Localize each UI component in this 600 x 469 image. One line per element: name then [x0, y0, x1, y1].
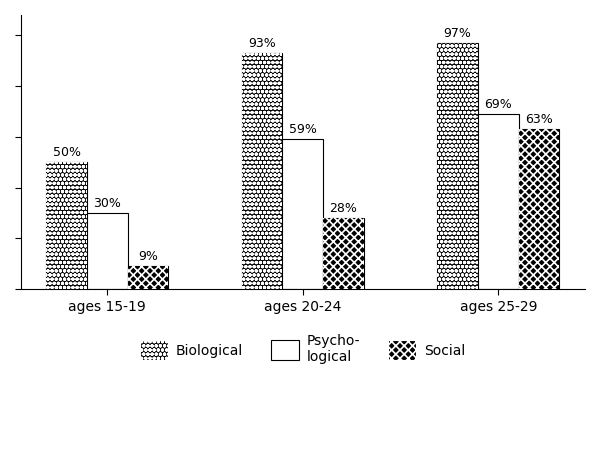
Text: 28%: 28%	[329, 202, 358, 215]
Bar	[323, 218, 364, 289]
Bar	[128, 266, 169, 289]
Bar	[128, 266, 169, 289]
Bar	[437, 43, 478, 289]
Text: 93%: 93%	[248, 37, 276, 50]
Bar	[87, 213, 128, 289]
Text: 69%: 69%	[484, 98, 512, 111]
Bar	[437, 43, 478, 289]
Text: 63%: 63%	[525, 113, 553, 126]
Bar	[46, 162, 87, 289]
Bar	[242, 53, 283, 289]
Bar	[283, 139, 323, 289]
Text: 50%: 50%	[53, 146, 80, 159]
Text: 97%: 97%	[443, 27, 472, 40]
Text: 9%: 9%	[138, 250, 158, 263]
Bar	[46, 162, 87, 289]
Bar	[323, 218, 364, 289]
Text: 30%: 30%	[94, 197, 121, 210]
Bar	[518, 129, 559, 289]
Legend: Biological, Psycho-
logical, Social: Biological, Psycho- logical, Social	[134, 329, 471, 370]
Bar	[242, 53, 283, 289]
Bar	[518, 129, 559, 289]
Bar	[478, 114, 518, 289]
Text: 59%: 59%	[289, 123, 317, 136]
